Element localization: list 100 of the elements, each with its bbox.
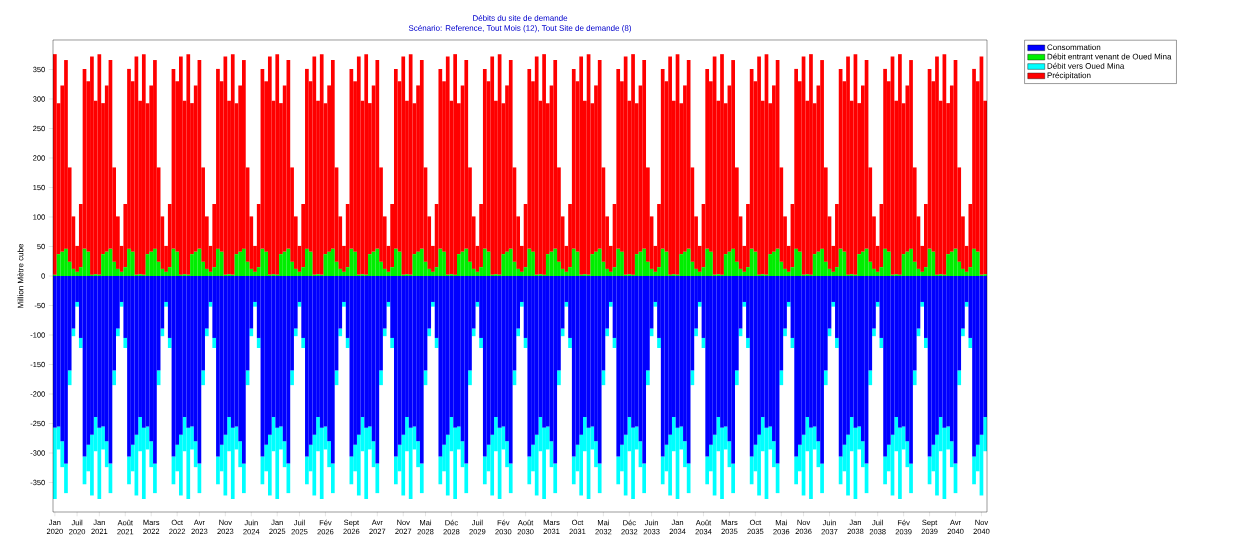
bar	[253, 271, 257, 276]
bar	[212, 337, 217, 348]
bar	[356, 56, 361, 275]
bar	[445, 56, 450, 275]
bar	[97, 276, 102, 428]
bar	[75, 271, 79, 276]
bar	[909, 276, 913, 464]
bar	[742, 301, 747, 307]
bar	[282, 251, 287, 276]
bar	[390, 337, 394, 348]
bar	[720, 54, 724, 275]
bar	[809, 54, 813, 275]
bar	[660, 248, 665, 276]
bar	[186, 54, 191, 275]
bar	[564, 301, 569, 307]
bar	[931, 251, 936, 276]
bar	[253, 301, 257, 307]
bar	[267, 56, 272, 275]
bar	[319, 276, 324, 428]
bar	[831, 301, 836, 307]
bar	[631, 54, 635, 275]
bar	[149, 251, 154, 276]
bar	[393, 248, 398, 276]
bar	[786, 271, 791, 276]
bar	[527, 248, 532, 276]
bar	[112, 370, 117, 386]
bar	[464, 248, 469, 276]
bar	[408, 54, 413, 275]
bar	[831, 271, 836, 276]
bar	[160, 328, 165, 337]
bar	[401, 56, 406, 275]
bar	[431, 301, 435, 307]
bar	[164, 301, 168, 307]
bar	[330, 276, 335, 464]
y-axis-title: Million Mètre cube	[17, 243, 24, 308]
bar	[78, 337, 83, 348]
bar	[653, 301, 658, 307]
bar	[223, 56, 228, 275]
bar	[242, 276, 246, 464]
bar	[275, 54, 280, 275]
bar	[338, 328, 343, 337]
bar	[779, 370, 784, 386]
bar	[568, 337, 572, 348]
bar	[393, 276, 398, 457]
bar	[579, 56, 584, 275]
chart-subtitle: Scénario: Reference, Tout Mois (12), Tout Site de demande (8)	[408, 24, 632, 33]
legend-label: Précipitation	[1047, 72, 1091, 80]
bar	[305, 248, 309, 276]
bar	[697, 271, 702, 276]
bar	[646, 370, 650, 386]
bar	[946, 254, 950, 276]
bar	[471, 328, 476, 337]
bar	[905, 251, 910, 276]
bar	[616, 276, 621, 457]
bar	[179, 56, 183, 275]
bar	[935, 56, 939, 275]
bar	[60, 251, 65, 276]
bar	[216, 276, 220, 457]
bar	[520, 301, 524, 307]
bar	[330, 248, 335, 276]
bar	[256, 337, 261, 348]
bar	[419, 248, 424, 276]
bar	[204, 328, 209, 337]
bar	[275, 276, 280, 428]
bar	[442, 251, 446, 276]
bar	[290, 370, 294, 386]
bar	[305, 276, 309, 457]
bar	[249, 328, 254, 337]
bar	[857, 254, 861, 276]
bar	[571, 248, 576, 276]
bar	[293, 328, 298, 337]
bar	[705, 248, 710, 276]
bar	[616, 248, 621, 276]
bar	[783, 328, 787, 337]
bar	[820, 248, 824, 276]
bar	[153, 276, 157, 464]
bar	[620, 251, 624, 276]
bar	[427, 328, 432, 337]
legend-label: Débit entrant venant de Oued Mina	[1047, 53, 1172, 60]
bar	[116, 328, 120, 337]
bar	[694, 328, 698, 337]
bar	[898, 276, 902, 428]
bar	[342, 271, 346, 276]
bar	[508, 248, 513, 276]
bar	[968, 337, 973, 348]
bar	[686, 248, 691, 276]
bar	[608, 271, 613, 276]
bar	[175, 251, 180, 276]
bar	[749, 276, 754, 457]
bar	[64, 276, 68, 464]
bar	[835, 337, 839, 348]
bar	[534, 56, 539, 275]
bar	[86, 251, 91, 276]
bar	[216, 248, 220, 276]
bar	[686, 276, 691, 464]
bar	[438, 248, 443, 276]
bar	[505, 251, 509, 276]
bar	[104, 251, 109, 276]
bar	[757, 56, 761, 275]
bar	[872, 328, 876, 337]
